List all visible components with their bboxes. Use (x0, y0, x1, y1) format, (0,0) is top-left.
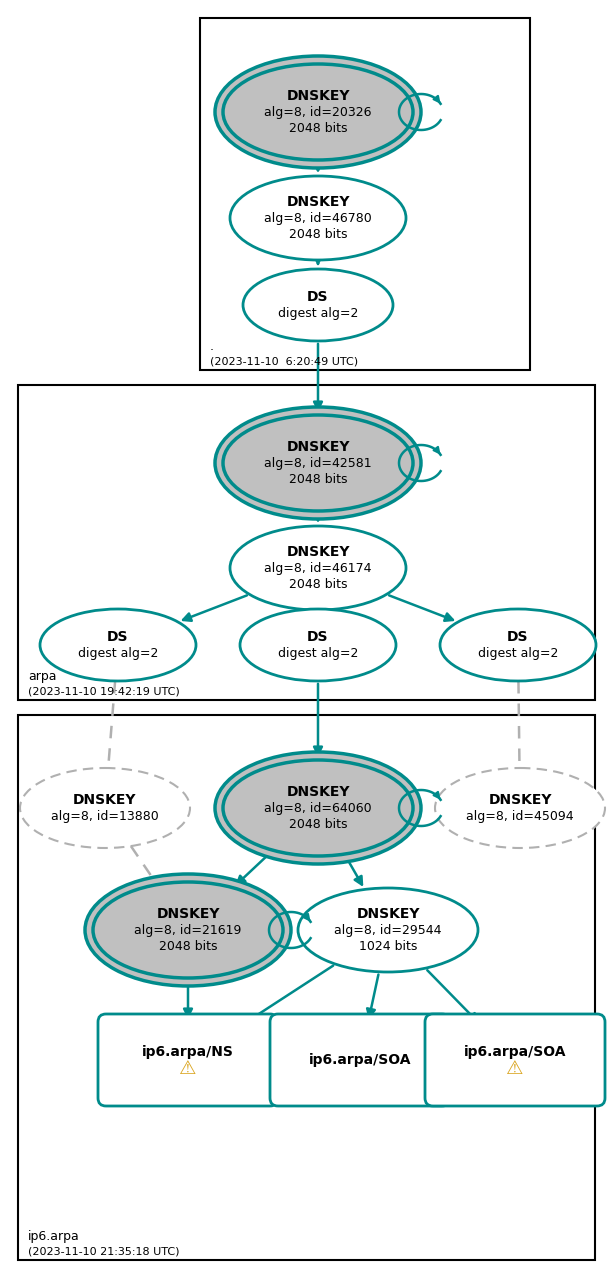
FancyBboxPatch shape (270, 1014, 450, 1106)
Text: alg=8, id=42581: alg=8, id=42581 (264, 456, 372, 470)
Text: digest alg=2: digest alg=2 (78, 647, 158, 659)
Ellipse shape (230, 526, 406, 611)
Ellipse shape (223, 64, 413, 160)
Text: alg=8, id=45094: alg=8, id=45094 (466, 809, 574, 823)
Text: alg=8, id=21619: alg=8, id=21619 (134, 923, 242, 936)
Ellipse shape (215, 407, 421, 519)
Ellipse shape (440, 609, 596, 681)
Text: alg=8, id=20326: alg=8, id=20326 (264, 106, 371, 118)
Text: digest alg=2: digest alg=2 (278, 647, 358, 659)
Bar (18, 385, 595, 699)
Text: 2048 bits: 2048 bits (289, 577, 347, 590)
Text: arpa: arpa (28, 670, 56, 683)
Text: alg=8, id=13880: alg=8, id=13880 (51, 809, 159, 823)
Text: DNSKEY: DNSKEY (488, 793, 552, 808)
Text: DNSKEY: DNSKEY (286, 440, 350, 453)
Text: 1024 bits: 1024 bits (359, 939, 417, 953)
Bar (18, 715, 595, 1260)
Bar (200, 18, 530, 370)
Text: digest alg=2: digest alg=2 (278, 307, 358, 319)
Text: DNSKEY: DNSKEY (356, 907, 420, 921)
Ellipse shape (298, 887, 478, 972)
Ellipse shape (435, 768, 605, 848)
Text: 2048 bits: 2048 bits (159, 939, 217, 953)
Text: ⚠: ⚠ (179, 1059, 197, 1078)
Text: DNSKEY: DNSKEY (156, 907, 219, 921)
Text: alg=8, id=46780: alg=8, id=46780 (264, 211, 372, 224)
Text: alg=8, id=29544: alg=8, id=29544 (334, 923, 442, 936)
Text: ip6.arpa/SOA: ip6.arpa/SOA (464, 1045, 566, 1059)
Text: ip6.arpa: ip6.arpa (28, 1230, 80, 1243)
Ellipse shape (243, 269, 393, 341)
Text: DNSKEY: DNSKEY (286, 784, 350, 799)
Ellipse shape (223, 415, 413, 511)
FancyBboxPatch shape (425, 1014, 605, 1106)
Ellipse shape (230, 176, 406, 260)
Ellipse shape (85, 875, 291, 987)
Text: alg=8, id=46174: alg=8, id=46174 (264, 562, 371, 574)
Text: (2023-11-10 19:42:19 UTC): (2023-11-10 19:42:19 UTC) (28, 687, 180, 696)
Text: DS: DS (307, 630, 329, 644)
Ellipse shape (215, 55, 421, 167)
Text: ip6.arpa/SOA: ip6.arpa/SOA (309, 1054, 411, 1066)
Ellipse shape (20, 768, 190, 848)
Ellipse shape (93, 882, 283, 978)
FancyBboxPatch shape (98, 1014, 278, 1106)
Text: 2048 bits: 2048 bits (289, 121, 347, 134)
Text: digest alg=2: digest alg=2 (478, 647, 558, 659)
Text: 2048 bits: 2048 bits (289, 228, 347, 241)
Text: DNSKEY: DNSKEY (73, 793, 137, 808)
Text: ⚠: ⚠ (506, 1059, 524, 1078)
Text: DNSKEY: DNSKEY (286, 194, 350, 209)
Text: alg=8, id=64060: alg=8, id=64060 (264, 801, 372, 814)
Text: DNSKEY: DNSKEY (286, 545, 350, 559)
Ellipse shape (215, 752, 421, 864)
Ellipse shape (223, 760, 413, 857)
Text: ip6.arpa/NS: ip6.arpa/NS (142, 1045, 234, 1059)
Ellipse shape (240, 609, 396, 681)
Text: .: . (210, 340, 214, 353)
Ellipse shape (40, 609, 196, 681)
Text: DNSKEY: DNSKEY (286, 89, 350, 103)
Text: 2048 bits: 2048 bits (289, 473, 347, 486)
Text: DS: DS (107, 630, 129, 644)
Text: DS: DS (307, 290, 329, 304)
Text: (2023-11-10  6:20:49 UTC): (2023-11-10 6:20:49 UTC) (210, 355, 358, 366)
Text: (2023-11-10 21:35:18 UTC): (2023-11-10 21:35:18 UTC) (28, 1245, 180, 1256)
Text: DS: DS (507, 630, 529, 644)
Text: 2048 bits: 2048 bits (289, 818, 347, 831)
